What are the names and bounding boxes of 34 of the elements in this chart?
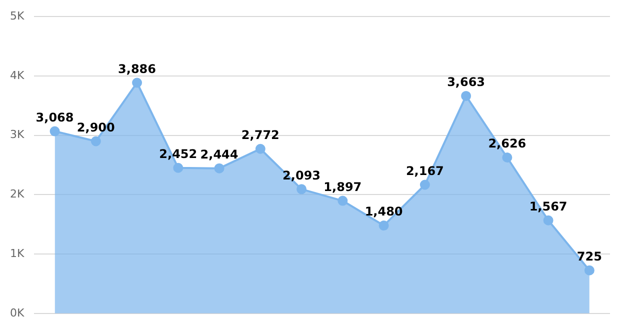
y-tick-label: 4K bbox=[10, 68, 25, 82]
point bbox=[132, 78, 142, 88]
data-label: 3,886 bbox=[118, 62, 156, 76]
data-label: 2,626 bbox=[488, 136, 526, 151]
point bbox=[255, 144, 266, 154]
point bbox=[420, 180, 430, 190]
point bbox=[461, 90, 472, 101]
point bbox=[90, 136, 101, 146]
point bbox=[502, 152, 512, 163]
y-tick-label: 0K bbox=[10, 306, 25, 320]
data-label: 2,772 bbox=[241, 128, 280, 142]
data-label: 1,480 bbox=[364, 204, 403, 219]
data-label: 2,444 bbox=[200, 147, 238, 162]
point bbox=[50, 126, 60, 136]
data-label: 3,663 bbox=[447, 75, 486, 90]
point bbox=[338, 196, 348, 206]
data-label: 2,167 bbox=[406, 164, 444, 178]
data-label: 3,068 bbox=[36, 110, 74, 124]
data-label: 1,567 bbox=[529, 200, 568, 214]
y-tick-label: 1K bbox=[10, 246, 25, 260]
point bbox=[214, 163, 224, 174]
point bbox=[543, 215, 554, 226]
point bbox=[173, 162, 184, 173]
y-tick-label: 2K bbox=[10, 188, 25, 201]
data-label: 2,093 bbox=[282, 168, 321, 182]
y-tick-label: 5K bbox=[10, 9, 25, 22]
data-label: 2,452 bbox=[159, 146, 198, 161]
point bbox=[296, 184, 307, 194]
point bbox=[584, 265, 594, 276]
data-label: 2,900 bbox=[76, 120, 115, 134]
point bbox=[378, 220, 389, 231]
data-label: 725 bbox=[576, 249, 602, 264]
y-tick-label: 3K bbox=[10, 128, 25, 142]
data-label: 1,897 bbox=[324, 180, 362, 194]
